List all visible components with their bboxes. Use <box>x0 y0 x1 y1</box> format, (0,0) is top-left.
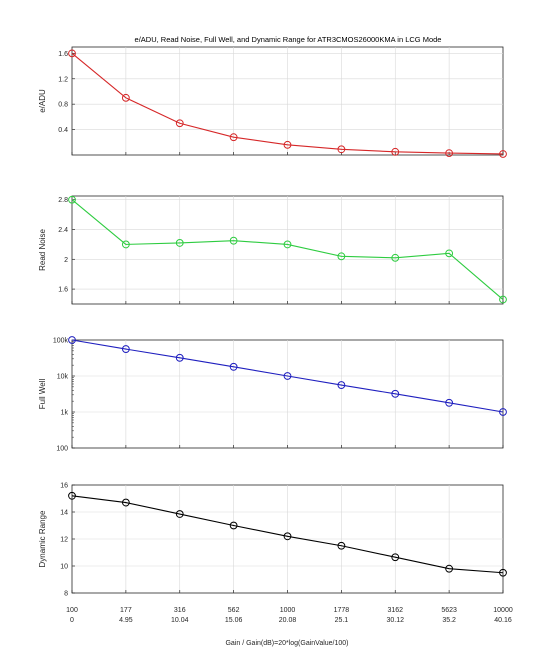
series-line <box>71 52 504 155</box>
x-tick-label-db: 0 <box>70 617 74 624</box>
y-tick-label: 2 <box>64 257 68 264</box>
data-point <box>283 140 292 149</box>
data-point <box>337 541 346 550</box>
panel-1: 0.4 0.8 1.2 1.6 e/ADU <box>38 46 507 158</box>
data-point <box>445 149 454 157</box>
x-tick-label-db: 15.06 <box>225 617 243 624</box>
y-tick-label: 10 <box>60 564 68 571</box>
panel-3: 100 1k 10k 100k Full Well <box>38 336 507 453</box>
x-tick-label-db: 35.2 <box>442 617 456 624</box>
y-tick-label: 14 <box>60 510 68 517</box>
data-point <box>499 150 507 158</box>
x-tick-label-db: 4.95 <box>119 617 133 624</box>
y-axis-label: Dynamic Range <box>38 510 47 567</box>
data-point <box>175 119 184 128</box>
data-point <box>445 564 454 573</box>
data-point <box>68 195 76 204</box>
y-tick-label: 1.2 <box>58 76 68 83</box>
y-tick-label: 10k <box>57 374 69 381</box>
y-tick-label: 1k <box>61 410 69 417</box>
y-tick-label: 1.6 <box>58 287 68 294</box>
x-tick-label-gain: 1000 <box>280 607 296 614</box>
data-point <box>229 521 238 530</box>
y-tick-label: 8 <box>64 591 68 598</box>
data-point <box>68 49 76 58</box>
x-tick-label-gain: 562 <box>228 607 240 614</box>
data-point <box>121 345 130 353</box>
x-tick-label-gain: 5623 <box>441 607 457 614</box>
data-point <box>391 253 400 262</box>
x-axis-label: Gain / Gain(dB)=20*log(GainValue/100) <box>225 640 348 647</box>
data-point <box>121 93 130 102</box>
series-line <box>71 199 504 300</box>
y-axis-label: Full Well <box>38 379 47 410</box>
series-line <box>71 495 504 574</box>
data-point <box>283 372 292 380</box>
data-point <box>175 510 184 518</box>
data-point <box>229 133 238 142</box>
chart-title: e/ADU, Read Noise, Full Well, and Dynami… <box>135 35 442 44</box>
y-axis-label: Read Noise <box>38 229 47 271</box>
data-point <box>499 568 507 577</box>
x-axis-tick-labels: 10001774.9531610.0456215.06100020.081778… <box>66 607 513 624</box>
x-tick-label-gain: 316 <box>174 607 186 614</box>
data-point <box>391 553 400 562</box>
data-point <box>68 491 76 500</box>
data-point <box>121 240 130 249</box>
y-tick-label: 0.4 <box>58 127 68 134</box>
y-tick-label: 1.6 <box>58 51 68 58</box>
data-point <box>391 147 400 156</box>
panel-2: 1.6 2 2.4 2.8 Read Noise <box>38 195 507 305</box>
x-tick-label-gain: 3162 <box>387 607 403 614</box>
x-tick-label-db: 30.12 <box>386 617 404 624</box>
data-point <box>175 353 184 362</box>
panel-4: 8 10 12 14 16 Dynamic Range <box>38 483 507 598</box>
x-tick-label-db: 40.16 <box>494 617 512 624</box>
y-tick-label: 16 <box>60 483 68 490</box>
y-axis-label: e/ADU <box>38 89 47 113</box>
data-point <box>229 362 238 371</box>
data-point <box>499 408 507 416</box>
y-tick-label: 100k <box>53 338 69 345</box>
x-tick-label-db: 20.08 <box>279 617 297 624</box>
x-tick-label-gain: 100 <box>66 607 78 614</box>
y-tick-label: 2.8 <box>58 197 68 204</box>
y-tick-label: 12 <box>60 537 68 544</box>
data-point <box>283 240 292 249</box>
x-tick-label-gain: 10000 <box>493 607 513 614</box>
data-point <box>499 295 507 304</box>
data-point <box>337 145 346 154</box>
data-point <box>68 336 76 344</box>
y-tick-label: 0.8 <box>58 102 68 109</box>
x-tick-label-db: 25.1 <box>335 617 349 624</box>
data-point <box>445 398 454 407</box>
data-point <box>445 249 454 258</box>
data-point <box>175 239 184 247</box>
x-tick-label-db: 10.04 <box>171 617 189 624</box>
y-tick-label: 100 <box>56 446 68 453</box>
y-tick-label: 2.4 <box>58 227 68 234</box>
series-line <box>71 339 504 413</box>
data-point <box>121 498 130 507</box>
data-point <box>229 236 238 245</box>
x-tick-label-gain: 177 <box>120 607 132 614</box>
data-point <box>391 389 400 398</box>
data-point <box>337 381 346 389</box>
data-point <box>337 252 346 261</box>
x-tick-label-gain: 1778 <box>334 607 350 614</box>
data-point <box>283 532 292 541</box>
